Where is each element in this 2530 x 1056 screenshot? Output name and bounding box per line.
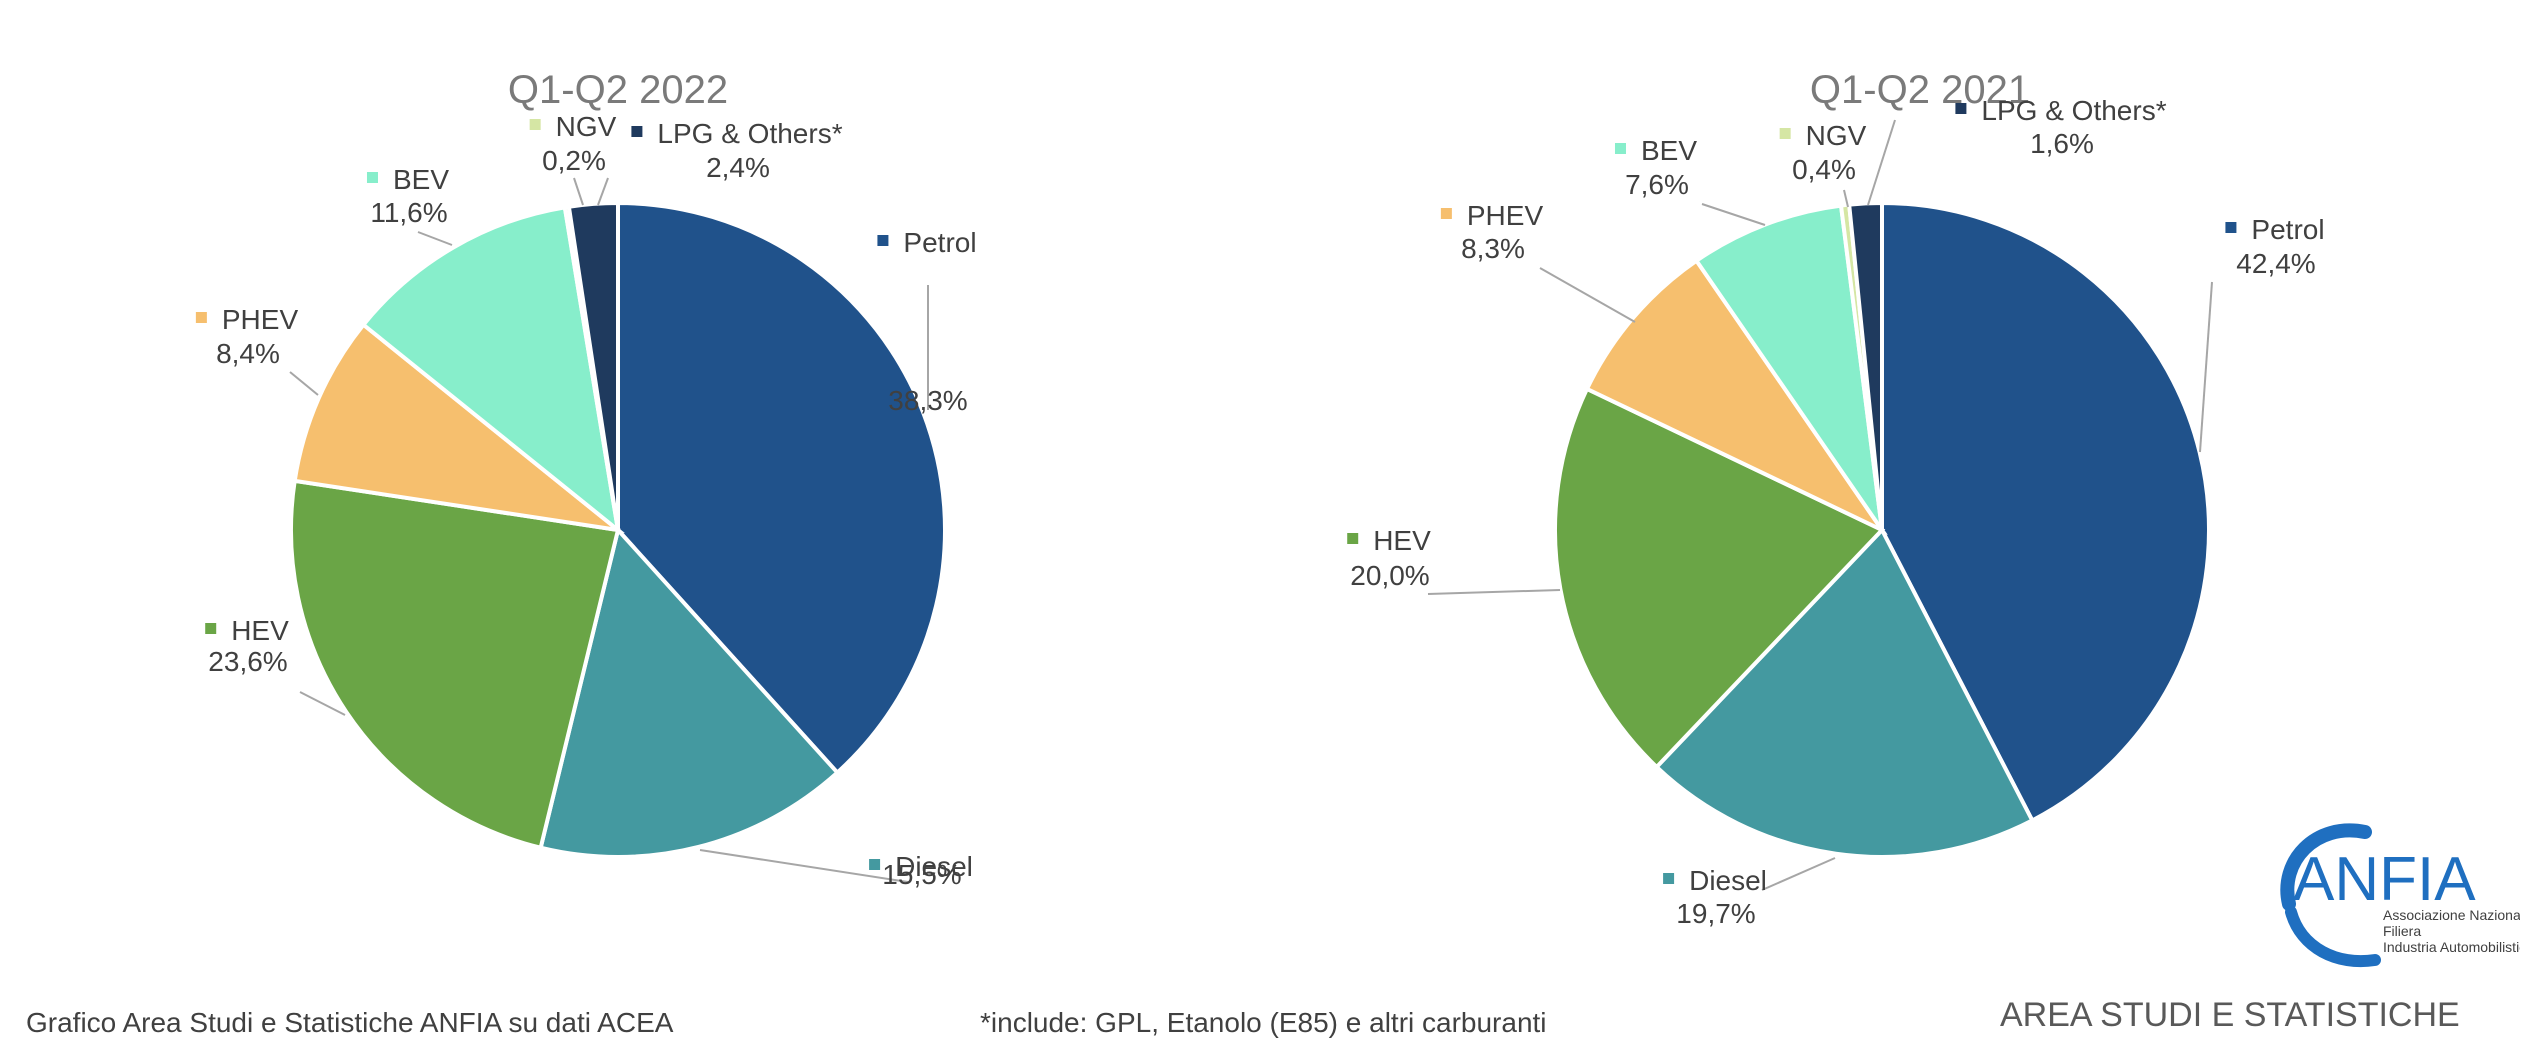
data-label-value-lpg-others: 1,6% — [2030, 128, 2094, 159]
leader-line-ngv — [1843, 189, 1849, 208]
data-label-value-bev: 7,6% — [1625, 169, 1689, 200]
pie-slice-hev — [289, 478, 621, 851]
pie-slice-petrol — [1880, 200, 2211, 824]
legend-marker-ngv — [1779, 128, 1791, 139]
data-label-value-lpg-others: 2,4% — [706, 152, 770, 183]
leader-line-lpg-others — [597, 177, 609, 206]
pie-slice-bev — [360, 205, 621, 535]
leader-line-hev — [1427, 589, 1561, 595]
pie-slice-petrol — [616, 200, 947, 776]
data-label-value-diesel: 19,7% — [1676, 898, 1755, 929]
legend-marker-ngv — [529, 119, 541, 130]
legend-marker-phev — [195, 312, 207, 323]
data-label-value-hev: 20,0% — [1350, 560, 1429, 591]
legend-marker-petrol — [2225, 222, 2237, 233]
data-label-name-diesel: Diesel — [1689, 865, 1767, 896]
data-label-value-bev: 11,6% — [370, 197, 447, 228]
logo-wordmark: ANFIA — [2293, 845, 2476, 914]
pie-slice-lpg-others — [566, 200, 620, 531]
data-label-name-bev: BEV — [393, 164, 449, 195]
legend-marker-hev — [1347, 533, 1359, 544]
chart-title-2021: Q1-Q2 2021 — [1810, 68, 2030, 112]
pie-slice-phev — [292, 321, 626, 534]
leader-line-petrol — [2199, 281, 2213, 453]
pie-slice-diesel — [1653, 526, 2035, 859]
leader-line-lpg-others — [1867, 119, 1896, 206]
legend-marker-diesel — [869, 859, 881, 870]
anfia-logo: ANFIA Associazione Nazionale Filiera Ind… — [2275, 820, 2530, 970]
data-label-value-petrol: 38,3% — [888, 385, 967, 416]
leader-line-ngv — [573, 177, 584, 206]
data-label-name-petrol: Petrol — [2251, 214, 2324, 245]
data-label-value-ngv: 0,2% — [542, 145, 606, 176]
logo-arc-bottom — [2285, 906, 2381, 968]
legend-marker-bev — [366, 172, 378, 183]
legend-marker-diesel — [1663, 873, 1675, 884]
pie-slice-diesel — [538, 525, 841, 859]
data-label-value-phev: 8,4% — [216, 338, 280, 369]
data-label-name-ngv: NGV — [556, 111, 617, 142]
data-label-name-phev: PHEV — [222, 304, 299, 335]
pie-slice-bev — [1693, 203, 1884, 532]
data-label-name-hev: HEV — [1373, 525, 1431, 556]
legend-marker-bev — [1614, 143, 1626, 154]
data-label-name-lpg-others: LPG & Others* — [657, 118, 842, 149]
data-label-name-ngv: NGV — [1806, 120, 1867, 151]
data-label-name-diesel: Diesel — [895, 851, 973, 882]
leader-line-bev — [417, 231, 453, 246]
data-label-name-petrol: Petrol — [903, 227, 976, 258]
data-label-value-petrol: 42,4% — [2236, 248, 2315, 279]
logo-line1: Associazione Nazionale — [2383, 907, 2520, 923]
chart-title-2022: Q1-Q2 2022 — [508, 68, 728, 112]
data-label-name-lpg-others: LPG & Others* — [1981, 95, 2166, 126]
data-label-name-phev: PHEV — [1467, 200, 1544, 231]
pie-slice-phev — [1584, 257, 1888, 536]
data-label-name-bev: BEV — [1641, 135, 1697, 166]
logo-line3: Industria Automobilistica — [2383, 939, 2520, 955]
data-label-value-phev: 8,3% — [1461, 233, 1525, 264]
pie-slice-lpg-others — [1846, 200, 1884, 531]
pie-slice-hev — [1553, 386, 1886, 770]
data-label-value-ngv: 0,4% — [1792, 154, 1856, 185]
leader-line-bev — [1701, 203, 1766, 226]
data-label-value-diesel: 15,5% — [882, 859, 961, 890]
legend-marker-phev — [1440, 208, 1452, 219]
leader-line-diesel — [1761, 857, 1836, 891]
legend-marker-lpg-others — [631, 126, 643, 137]
org-tagline: AREA STUDI E STATISTICHE — [2000, 996, 2460, 1034]
data-label-value-hev: 23,6% — [208, 646, 287, 677]
leader-line-hev — [299, 691, 346, 716]
footer-source-note: Grafico Area Studi e Statistiche ANFIA s… — [26, 1007, 674, 1038]
legend-marker-lpg-others — [1955, 103, 1967, 114]
leader-line-phev — [289, 371, 319, 396]
data-label-name-hev: HEV — [231, 615, 289, 646]
legend-marker-petrol — [877, 235, 889, 246]
footer-asterisk-note: *include: GPL, Etanolo (E85) e altri car… — [980, 1007, 1547, 1038]
leader-line-diesel — [699, 849, 909, 883]
logo-line2: Filiera — [2383, 923, 2421, 939]
leader-line-phev — [1539, 267, 1636, 323]
logo-arc-top — [2280, 823, 2372, 911]
legend-marker-hev — [205, 623, 217, 634]
